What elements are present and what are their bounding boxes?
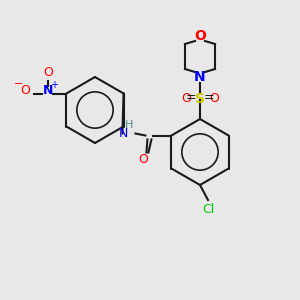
Text: N: N [194,70,206,84]
Text: +: + [50,80,59,91]
Text: N: N [43,84,54,97]
Text: −: − [14,80,23,89]
Text: O: O [139,153,148,166]
Text: O: O [209,92,219,104]
Text: =: = [186,92,196,104]
Text: Cl: Cl [202,203,214,216]
Text: H: H [125,121,134,130]
Text: =: = [204,92,214,104]
Text: S: S [195,92,205,106]
Text: O: O [194,29,206,43]
Text: O: O [44,66,53,79]
Text: O: O [181,92,191,104]
Text: N: N [119,127,128,140]
Text: O: O [20,84,30,97]
